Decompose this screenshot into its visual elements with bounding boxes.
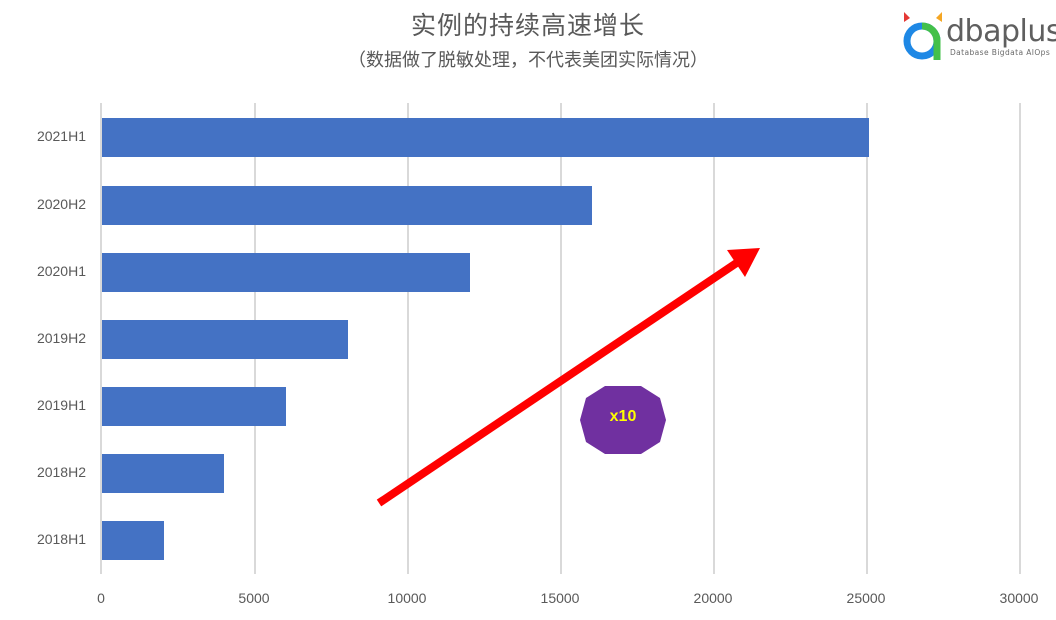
bar-2021H1	[102, 118, 869, 157]
logo-tagline: Database Bigdata AIOps	[950, 48, 1051, 57]
category-label: 2018H1	[36, 531, 86, 547]
category-label: 2020H2	[36, 196, 86, 212]
x-tick-label: 25000	[846, 590, 886, 606]
x10-badge-label: x10	[609, 408, 637, 425]
bar-2020H2	[102, 186, 592, 225]
category-label: 2021H1	[36, 128, 86, 144]
x-tick-label: 30000	[999, 590, 1039, 606]
x-tick-label: 10000	[387, 590, 427, 606]
logo-mark-icon	[903, 12, 942, 60]
category-label: 2018H2	[36, 464, 86, 480]
bar-2020H1	[102, 253, 470, 292]
gridline-15000	[560, 103, 562, 574]
x-tick-label: 20000	[693, 590, 733, 606]
gridline-20000	[713, 103, 715, 574]
gridline-25000	[866, 103, 868, 574]
x10-badge-shape	[580, 386, 666, 454]
x-tick-label: 15000	[540, 590, 580, 606]
category-label: 2019H2	[36, 330, 86, 346]
logo-wordmark: dbaplus	[946, 14, 1056, 49]
x-tick-label: 5000	[238, 590, 270, 606]
chart-subtitle: （数据做了脱敏处理，不代表美团实际情况）	[348, 50, 708, 71]
bar-2019H2	[102, 320, 348, 359]
bar-2018H2	[102, 454, 224, 493]
gridline-30000	[1019, 103, 1021, 574]
dbaplus-logo: dbaplus Database Bigdata AIOps	[898, 8, 1056, 64]
category-label: 2020H1	[36, 263, 86, 279]
bar-2019H1	[102, 387, 286, 426]
bar-2018H1	[102, 521, 164, 560]
gridline-10000	[407, 103, 409, 574]
category-label: 2019H1	[36, 397, 86, 413]
chart-title: 实例的持续高速增长	[410, 11, 645, 40]
y-axis-line	[100, 103, 102, 574]
x-tick-label: 0	[97, 590, 105, 606]
